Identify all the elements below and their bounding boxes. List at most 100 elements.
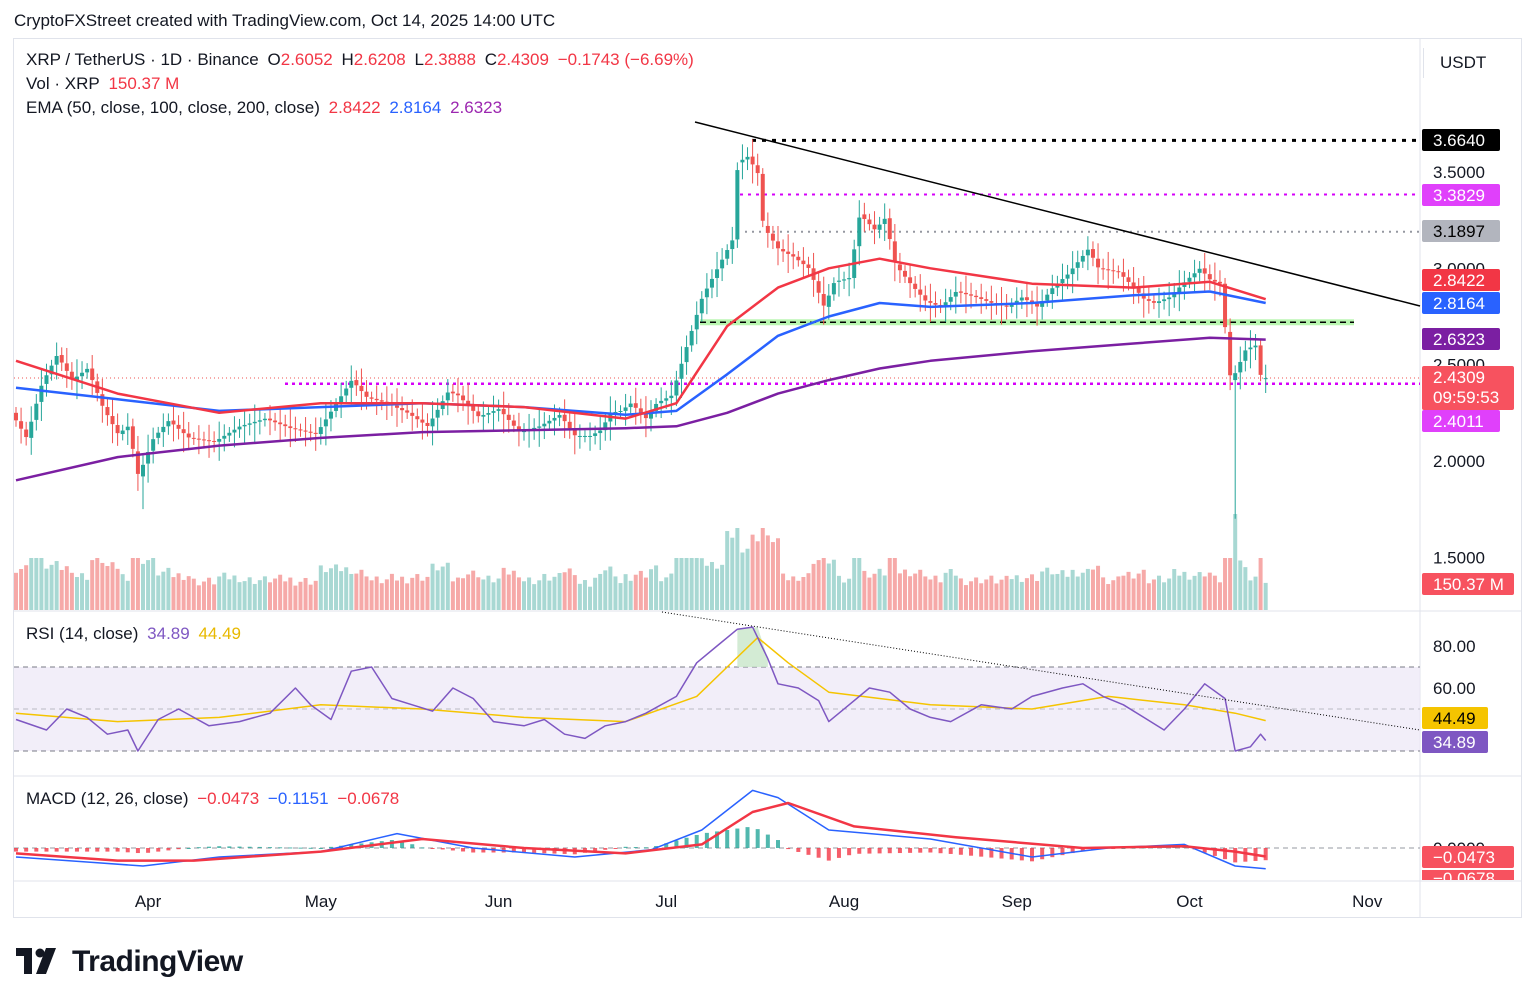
volume-bar — [222, 572, 227, 610]
volume-bar — [781, 573, 786, 610]
currency-selector[interactable]: USDT — [1423, 48, 1499, 78]
candle-body — [821, 294, 826, 306]
candle-body — [511, 420, 516, 426]
macd-hist-bar — [633, 847, 638, 849]
candle-body — [689, 330, 694, 346]
volume-bar — [54, 561, 59, 610]
macd-hist-bar — [887, 848, 892, 854]
volume-bar — [933, 575, 938, 610]
volume-bar — [1238, 560, 1243, 610]
candle-body — [171, 420, 176, 425]
high-label: H — [341, 50, 354, 69]
volume-bar — [384, 579, 389, 610]
volume-bar — [1024, 578, 1029, 610]
symbol-label[interactable]: XRP / TetherUS · 1D · Binance — [26, 50, 259, 69]
candle-body — [1172, 292, 1177, 298]
candle-body — [1040, 301, 1045, 307]
macd-hist-bar — [674, 840, 679, 848]
candle-body — [948, 297, 953, 302]
candle-body — [588, 435, 593, 437]
candle-body — [19, 421, 24, 429]
volume-bar — [481, 579, 486, 610]
volume-bar — [450, 581, 455, 610]
candle-body — [405, 410, 410, 413]
tradingview-logo[interactable]: TradingView — [16, 945, 243, 979]
macd-hist-bar — [64, 848, 69, 852]
volume-bar — [445, 562, 450, 610]
volume-bar — [928, 579, 933, 610]
rsi-ma-axis-label-box — [1422, 707, 1488, 729]
volume-bar — [725, 531, 730, 610]
macd-hist-bar — [857, 848, 862, 854]
x-tick-label: Sep — [1002, 892, 1032, 911]
candle-body — [161, 426, 166, 433]
volume-bar — [1096, 565, 1101, 610]
volume-bar — [715, 568, 720, 610]
macd-hist-bar — [308, 847, 313, 849]
volume-bar — [1172, 569, 1177, 610]
candle-body — [796, 256, 801, 261]
volume-bar — [689, 558, 694, 610]
volume-bar — [659, 581, 664, 610]
volume-bar — [770, 542, 775, 610]
candle-body — [562, 414, 567, 422]
volume-value: 150.37 M — [108, 74, 180, 93]
volume-bar — [791, 576, 796, 610]
candle-body — [191, 437, 196, 439]
candle-body — [130, 426, 135, 449]
volume-bar — [1106, 584, 1111, 610]
macd-hist-bar — [54, 848, 59, 852]
candle-body — [1157, 301, 1161, 304]
candle-body — [669, 395, 674, 399]
ohlc-legend: XRP / TetherUS · 1D · Binance O2.6052 H2… — [26, 50, 698, 70]
candle-body — [1045, 294, 1050, 301]
volume-bar — [171, 577, 176, 610]
candle-body — [359, 385, 364, 392]
volume-bar — [247, 577, 252, 610]
candle-body — [638, 408, 643, 413]
volume-bar — [237, 582, 242, 610]
ema50-value: 2.8422 — [328, 98, 381, 117]
macd-hist-bar — [979, 848, 984, 857]
candle-body — [1101, 268, 1106, 270]
candle-body — [755, 165, 760, 174]
candle-body — [1116, 271, 1121, 273]
volume-bar — [1192, 575, 1197, 610]
price-label-level-magenta2-box — [1422, 410, 1500, 432]
macd-axis-label: −0.0473 — [1433, 848, 1495, 867]
candle-body — [842, 279, 847, 281]
volume-bar — [232, 575, 237, 610]
volume-bar — [430, 563, 435, 610]
candle-body — [308, 431, 313, 433]
volume-bar — [273, 578, 278, 610]
macd-hist-bar — [684, 837, 689, 848]
candle-body — [649, 411, 653, 419]
candle-body — [323, 419, 328, 427]
volume-bar — [1065, 576, 1070, 610]
volume-bar — [1101, 577, 1106, 610]
candle-body — [303, 430, 308, 432]
candle-body — [64, 363, 69, 371]
candle-body — [29, 421, 34, 438]
candle-body — [1263, 378, 1268, 380]
volume-bar — [735, 528, 740, 610]
candle-body — [1151, 301, 1156, 303]
candle-body — [684, 347, 689, 363]
candle-body — [892, 241, 897, 263]
rsi-label: RSI (14, close) — [26, 624, 139, 643]
candle-body — [24, 429, 29, 438]
candle-body — [268, 418, 272, 421]
candle-body — [461, 395, 466, 401]
macd-hist-bar — [186, 848, 191, 849]
macd-hist-bar — [1070, 848, 1075, 854]
volume-bar — [989, 575, 994, 610]
candle-body — [1070, 268, 1075, 275]
volume-bar — [1055, 573, 1060, 610]
candle-body — [201, 439, 206, 441]
volume-bar — [501, 567, 506, 610]
candle-body — [1136, 287, 1141, 293]
candle-body — [44, 375, 49, 384]
volume-bar — [1233, 514, 1238, 610]
candle-body — [217, 438, 222, 442]
